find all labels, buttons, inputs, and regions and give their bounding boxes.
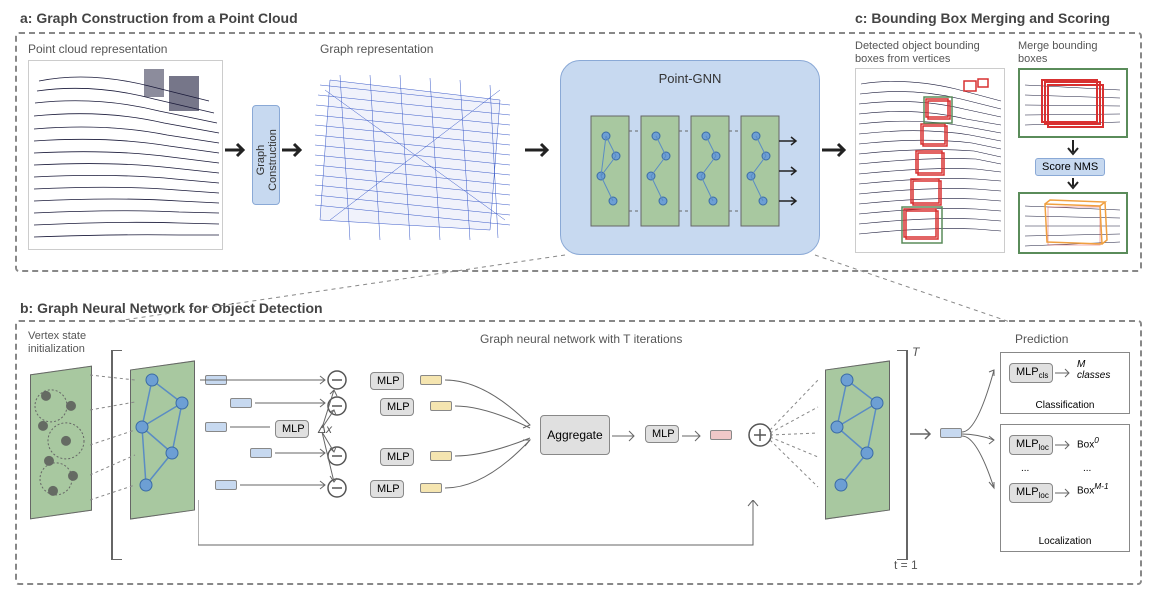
graph-image <box>310 60 520 250</box>
arrow-1 <box>225 140 250 160</box>
agg-in-arrows <box>445 370 540 500</box>
vertex-panel-init <box>30 366 92 520</box>
vertex-init-label: Vertex state initialization <box>28 330 86 356</box>
localization-label: Localization <box>1001 536 1129 547</box>
merge-arrow <box>1063 140 1083 158</box>
graph-construction-box: GraphConstruction <box>252 105 280 205</box>
arrow-out-bracket <box>910 426 938 442</box>
prediction-label: Prediction <box>1015 332 1068 346</box>
pointcloud-label: Point cloud representation <box>28 42 167 56</box>
detected-bbox-label: Detected object bounding boxes from vert… <box>855 40 980 66</box>
pred-arrows <box>962 360 1002 520</box>
t-eq-1: t = 1 <box>894 558 918 572</box>
merge-after <box>1018 192 1128 254</box>
merge-arrow-2 <box>1063 178 1083 192</box>
classification-label: Classification <box>1001 400 1129 411</box>
panel-b-title: b: Graph Neural Network for Object Detec… <box>20 300 323 316</box>
mlp-row-1: MLP <box>370 372 404 390</box>
graph-construction-label: GraphConstruction <box>255 129 279 191</box>
graph-right-svg <box>825 355 890 525</box>
mlp-after-agg: MLP <box>645 425 679 443</box>
residual-line <box>198 500 768 560</box>
merge-before <box>1018 68 1128 138</box>
mlp-loc-0: MLPloc <box>1009 435 1053 455</box>
bracket-right <box>895 350 910 560</box>
right-dashes <box>770 365 825 525</box>
pointcloud-svg <box>29 61 223 250</box>
detected-bbox-image <box>855 68 1005 253</box>
bracket-T: T <box>912 345 919 359</box>
ellipsis-2: ... <box>1083 463 1091 474</box>
init-dashes <box>90 360 140 520</box>
mlp-loc-m1: MLPloc <box>1009 483 1053 503</box>
pointcloud-image <box>28 60 223 250</box>
arrow-2 <box>282 140 307 160</box>
ellipsis-1: ... <box>1021 463 1029 474</box>
gnn-iter-label: Graph neural network with T iterations <box>480 332 682 346</box>
feat-y-1 <box>420 375 442 385</box>
agg-out-arrow <box>612 428 642 444</box>
graph-rep-label: Graph representation <box>320 42 433 56</box>
mlp-row-4: MLP <box>370 480 404 498</box>
panel-a-title: a: Graph Construction from a Point Cloud <box>20 10 298 26</box>
arrow-to-pink <box>682 428 707 444</box>
score-nms-box: Score NMS <box>1035 158 1105 176</box>
classification-section: MLPcls Mclasses Classification <box>1000 352 1130 414</box>
arrow-4 <box>822 140 852 160</box>
mlp-row-2: MLP <box>380 398 414 416</box>
feat-out-blue <box>940 428 962 438</box>
feat-y-4 <box>420 483 442 493</box>
feat-pink <box>710 430 732 440</box>
localization-section: MLPloc Box0 ... ... MLPloc BoxM-1 Locali… <box>1000 424 1130 552</box>
merge-bbox-label: Merge bounding boxes <box>1018 40 1098 66</box>
mlp-deltax: MLP <box>275 420 309 438</box>
point-gnn-box: Point-GNN <box>560 60 820 255</box>
panel-c-title: c: Bounding Box Merging and Scoring <box>855 10 1110 26</box>
arrow-3 <box>525 140 555 160</box>
mlp-row-3: MLP <box>380 448 414 466</box>
aggregate-box: Aggregate <box>540 415 610 455</box>
mlp-cls: MLPcls <box>1009 363 1053 383</box>
